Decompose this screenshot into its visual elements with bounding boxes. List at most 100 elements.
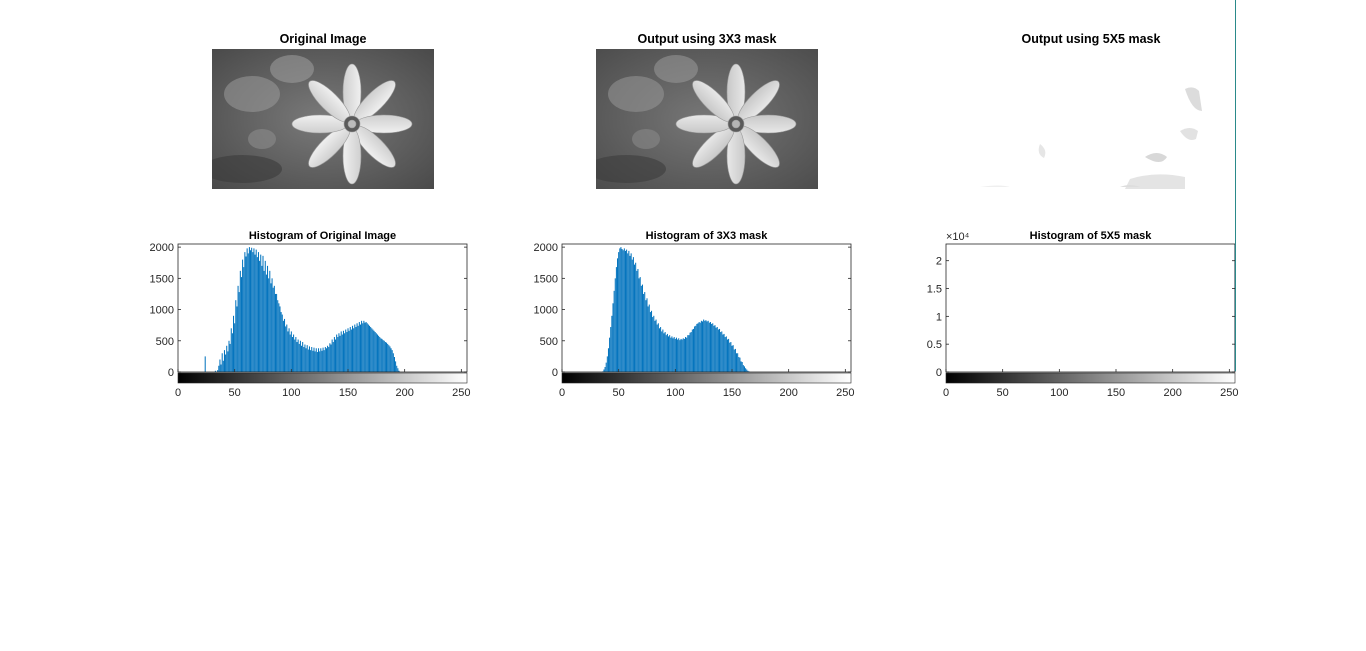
- histogram-bar: [233, 315, 235, 372]
- histogram-bar: [391, 350, 393, 372]
- histogram-bar: [252, 252, 254, 372]
- x-tick-label: 100: [1050, 387, 1068, 399]
- histogram-bar: [603, 369, 605, 372]
- histogram-bar: [398, 370, 400, 372]
- histogram-bar: [289, 334, 291, 372]
- histogram-bar: [259, 260, 261, 372]
- histogram-bar: [677, 339, 679, 372]
- histogram-bar: [614, 278, 616, 372]
- x-tick-label: 50: [229, 387, 241, 399]
- histogram-bar: [221, 353, 223, 372]
- histogram-bar: [321, 350, 323, 372]
- histogram-bar: [257, 252, 259, 372]
- histogram-bar: [666, 333, 668, 372]
- histogram-bar: [604, 367, 606, 372]
- histogram-bar: [295, 337, 297, 372]
- histogram-bar: [712, 323, 714, 372]
- histogram-bar: [356, 323, 358, 372]
- histogram-bar: [230, 328, 232, 372]
- histogram-bar: [330, 344, 332, 372]
- x-tick-label: 200: [395, 387, 413, 399]
- histogram-bar: [240, 277, 242, 372]
- histogram-bar: [313, 347, 315, 372]
- histogram-bar: [707, 320, 709, 372]
- histogram-bar: [745, 368, 747, 372]
- histogram-bar: [312, 350, 314, 372]
- histogram-bar: [649, 312, 651, 372]
- histogram-bar: [389, 346, 391, 372]
- histogram-bar: [674, 338, 676, 372]
- histogram-bar: [741, 362, 743, 372]
- histogram-bar: [214, 370, 216, 372]
- histogram-bar: [384, 342, 386, 372]
- histogram-bar: [612, 303, 614, 372]
- histogram-bar: [336, 334, 338, 372]
- histogram-bar: [695, 325, 697, 372]
- image-title-3x3: Output using 3X3 mask: [637, 32, 777, 46]
- histogram-bar: [378, 335, 380, 372]
- original-image: [212, 49, 434, 189]
- histogram-bar: [353, 328, 355, 372]
- histogram-bar: [225, 354, 227, 372]
- histogram-3x3: Histogram of 3X3 mask 0 500 1000 1500 2000 0 50…: [534, 230, 855, 399]
- histogram-bar: [627, 253, 629, 372]
- y-tick-label: 1.5: [927, 284, 942, 296]
- grayscale-colorbar: [177, 372, 468, 384]
- histogram-bar: [381, 338, 383, 372]
- histogram-bar: [717, 329, 719, 372]
- histogram-bar: [696, 323, 698, 372]
- histogram-bar: [730, 342, 732, 372]
- histogram-bar: [322, 347, 324, 372]
- histogram-bar: [694, 326, 696, 372]
- smoothed-3x3-image: [596, 49, 818, 189]
- histogram-bar: [685, 337, 687, 372]
- histogram-bar: [739, 357, 741, 372]
- histogram-bar: [656, 324, 658, 372]
- histogram-bar: [332, 342, 334, 372]
- histogram-bar: [655, 319, 657, 372]
- histogram-bar: [669, 335, 671, 372]
- histogram-bar: [618, 252, 620, 372]
- histogram-bar: [705, 320, 707, 372]
- histogram-bar: [678, 338, 680, 372]
- histogram-bar: [726, 339, 728, 372]
- histogram-bar: [222, 360, 224, 372]
- histogram-bar: [651, 310, 653, 372]
- histogram-bar: [719, 328, 721, 372]
- histogram-bar: [352, 325, 354, 372]
- histogram-bar: [379, 337, 381, 372]
- histogram-bar: [290, 331, 292, 372]
- y-tick-label: 0: [168, 367, 174, 379]
- histogram-bar: [297, 339, 299, 372]
- histogram-bar: [340, 331, 342, 372]
- histogram-bar: [611, 315, 613, 372]
- histogram-bar: [732, 345, 734, 372]
- histogram-bar: [680, 338, 682, 372]
- histogram-bar: [348, 330, 350, 372]
- histogram-bar: [602, 371, 604, 372]
- histogram-bar: [342, 330, 344, 372]
- histogram-bar: [306, 345, 308, 372]
- histogram-bar: [272, 287, 274, 372]
- histogram-bar: [263, 270, 265, 372]
- histogram-bar: [640, 285, 642, 372]
- x-tick-label: 250: [452, 387, 470, 399]
- histogram-bar: [673, 337, 675, 372]
- histogram-bar: [284, 318, 286, 372]
- histogram-bar: [324, 347, 326, 372]
- grayscale-colorbar: [945, 372, 1236, 384]
- histogram-bar: [276, 293, 278, 372]
- histogram-bar: [227, 351, 229, 372]
- histogram-bar: [369, 325, 371, 372]
- histogram-bar: [720, 332, 722, 372]
- histogram-bar: [251, 247, 253, 372]
- histogram-bar: [320, 348, 322, 372]
- histogram-bar: [688, 335, 690, 372]
- histogram-bar: [338, 333, 340, 372]
- histogram-bar: [687, 335, 689, 372]
- histogram-title: Histogram of 3X3 mask: [646, 230, 769, 242]
- histogram-bar: [742, 365, 744, 372]
- histogram-bar: [345, 329, 347, 372]
- histogram-bar: [713, 325, 715, 372]
- histogram-bar: [706, 321, 708, 372]
